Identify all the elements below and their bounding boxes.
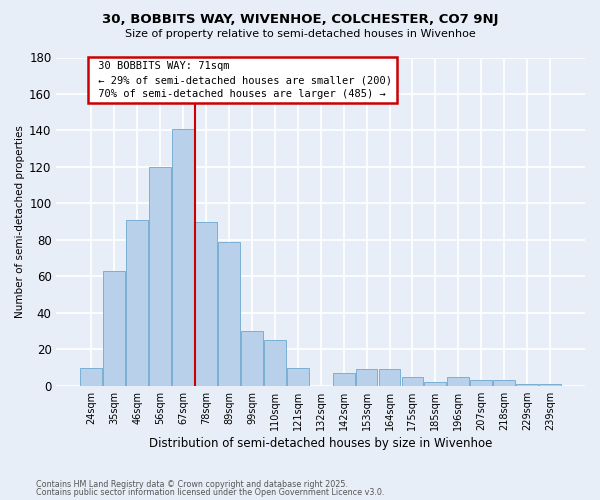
Text: Contains public sector information licensed under the Open Government Licence v3: Contains public sector information licen… (36, 488, 385, 497)
Bar (127, 220, 148, 386)
Bar (218, 242, 240, 386)
Bar (539, 384, 561, 386)
Bar (448, 376, 469, 386)
Text: 30 BOBBITS WAY: 71sqm
 ← 29% of semi-detached houses are smaller (200)
 70% of s: 30 BOBBITS WAY: 71sqm ← 29% of semi-deta… (92, 61, 392, 99)
Bar (424, 382, 446, 386)
Bar (493, 380, 515, 386)
Bar (516, 384, 538, 386)
X-axis label: Distribution of semi-detached houses by size in Wivenhoe: Distribution of semi-detached houses by … (149, 437, 493, 450)
Text: Contains HM Land Registry data © Crown copyright and database right 2025.: Contains HM Land Registry data © Crown c… (36, 480, 348, 489)
Y-axis label: Number of semi-detached properties: Number of semi-detached properties (15, 125, 25, 318)
Bar (470, 380, 492, 386)
Text: 30, BOBBITS WAY, WIVENHOE, COLCHESTER, CO7 9NJ: 30, BOBBITS WAY, WIVENHOE, COLCHESTER, C… (102, 12, 498, 26)
Bar (149, 167, 171, 386)
Bar (172, 128, 194, 386)
Bar (241, 331, 263, 386)
Bar (287, 368, 308, 386)
Bar (103, 271, 125, 386)
Text: Size of property relative to semi-detached houses in Wivenhoe: Size of property relative to semi-detach… (125, 29, 475, 39)
Bar (333, 373, 355, 386)
Bar (379, 370, 400, 386)
Bar (356, 370, 377, 386)
Bar (264, 340, 286, 386)
Bar (401, 376, 424, 386)
Bar (80, 368, 102, 386)
Bar (195, 222, 217, 386)
